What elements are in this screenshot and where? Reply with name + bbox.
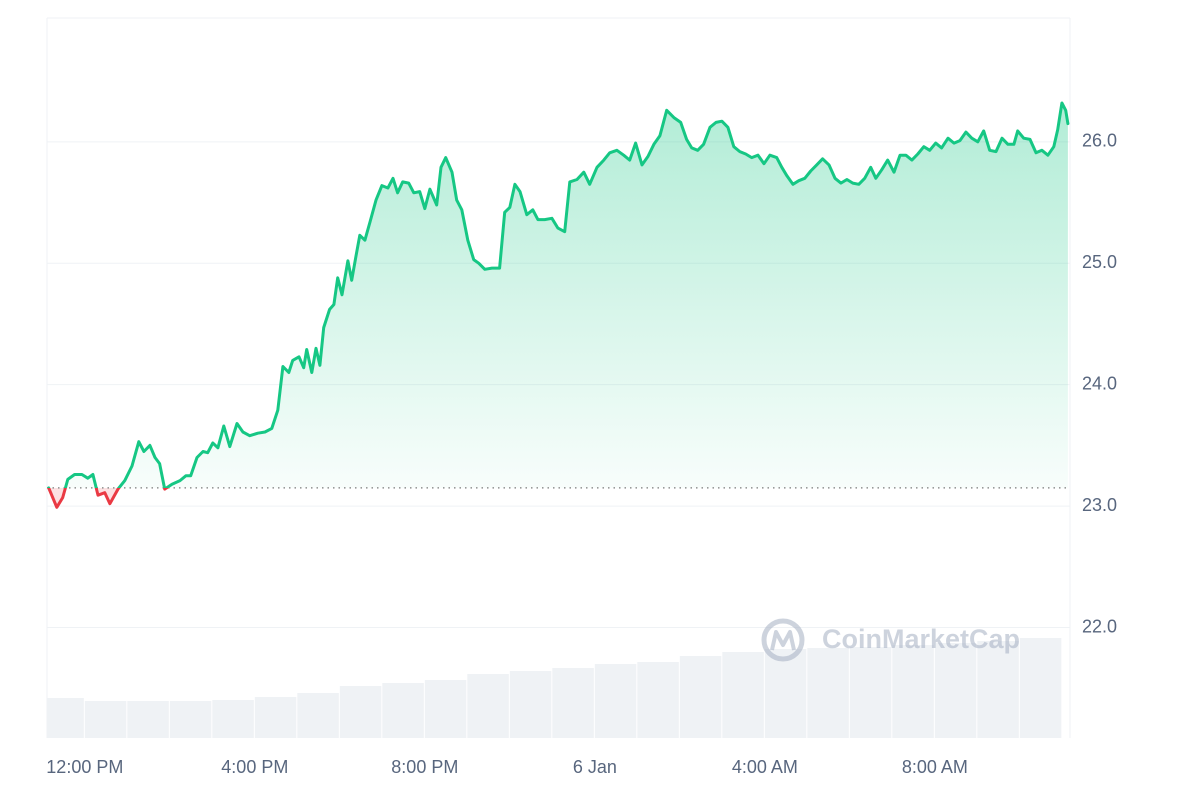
watermark-text: CoinMarketCap: [822, 624, 1020, 654]
volume-bar: [892, 645, 934, 738]
volume-bar: [934, 643, 977, 738]
volume-bar: [977, 641, 1019, 738]
y-tick-label: 25.0: [1082, 252, 1117, 272]
y-tick-label: 24.0: [1082, 373, 1117, 393]
y-tick-label: 22.0: [1082, 616, 1117, 636]
x-tick-label: 4:00 PM: [221, 757, 288, 777]
volume-bar: [679, 656, 722, 738]
volume-bar: [637, 662, 679, 738]
volume-bar: [212, 700, 254, 738]
x-tick-label: 12:00 PM: [46, 757, 123, 777]
watermark-logo-m: [770, 630, 796, 651]
watermark: CoinMarketCap: [761, 618, 1020, 662]
x-tick-label: 8:00 PM: [391, 757, 458, 777]
volume-bar: [169, 701, 212, 738]
volume-bar: [1019, 638, 1062, 738]
volume-bar: [47, 698, 84, 738]
y-tick-label: 23.0: [1082, 495, 1117, 515]
volume-bar: [722, 652, 764, 738]
volume-bar: [382, 683, 424, 738]
x-tick-label: 8:00 AM: [902, 757, 968, 777]
volume-bar: [424, 680, 467, 738]
volume-bar: [127, 701, 169, 738]
price-line: [47, 101, 1070, 509]
volume-bar: [467, 674, 509, 738]
volume-bar: [807, 648, 849, 738]
volume-bar: [594, 664, 637, 738]
x-tick-label: 6 Jan: [573, 757, 617, 777]
volume-bar: [297, 693, 339, 738]
x-tick-label: 4:00 AM: [732, 757, 798, 777]
volume-bar: [509, 671, 552, 738]
volume-bar: [84, 701, 127, 738]
area-fill: [48, 103, 1068, 508]
volume-bar: [254, 697, 297, 738]
background: [46, 17, 1071, 738]
watermark-logo: [761, 618, 805, 662]
volume-bar: [849, 647, 892, 738]
y-tick-label: 26.0: [1082, 131, 1117, 151]
volume-bar: [339, 686, 382, 738]
volume-bar: [552, 668, 594, 738]
volume-bar: [764, 649, 807, 738]
